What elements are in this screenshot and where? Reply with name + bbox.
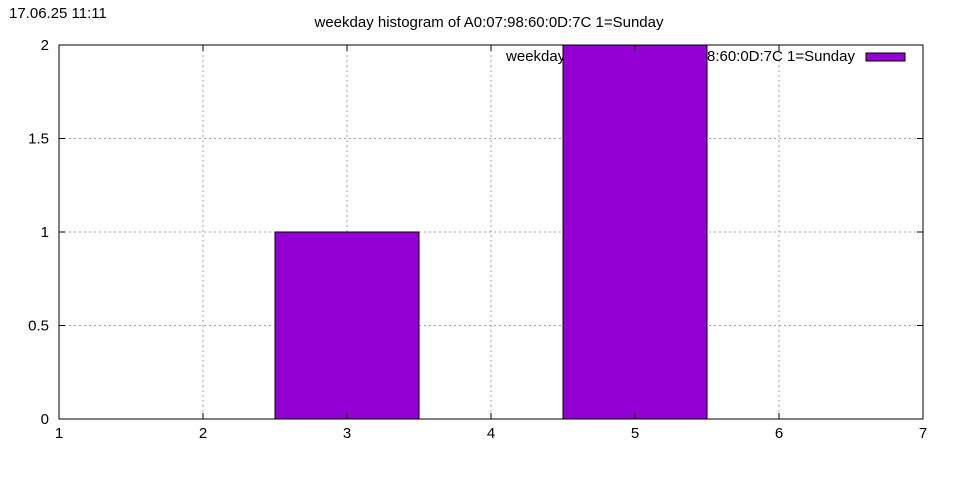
- x-axis: 1 2 3 4 5 6 7: [55, 45, 927, 442]
- bar: [562, 44, 708, 420]
- x-tick-label: 2: [199, 425, 207, 442]
- y-tick-label: 2: [41, 37, 49, 54]
- y-tick-label: 1.5: [28, 131, 49, 148]
- legend-swatch: [865, 52, 906, 62]
- y-tick-label: 1: [41, 224, 49, 241]
- bars: [274, 44, 708, 420]
- y-tick-label: 0.5: [28, 318, 49, 335]
- y-tick-label: 0: [41, 411, 49, 428]
- chart-title: weekday histogram of A0:07:98:60:0D:7C 1…: [314, 14, 664, 31]
- x-tick-label: 1: [55, 425, 63, 442]
- grid-lines: [59, 45, 923, 419]
- timestamp: 17.06.25 11:11: [9, 5, 107, 22]
- x-tick-label: 6: [775, 425, 783, 442]
- bar: [274, 231, 420, 420]
- x-tick-label: 5: [631, 425, 639, 442]
- x-tick-label: 7: [919, 425, 927, 442]
- x-tick-label: 4: [487, 425, 495, 442]
- y-axis: 0 0.5 1 1.5 2: [28, 37, 923, 428]
- x-tick-label: 3: [343, 425, 351, 442]
